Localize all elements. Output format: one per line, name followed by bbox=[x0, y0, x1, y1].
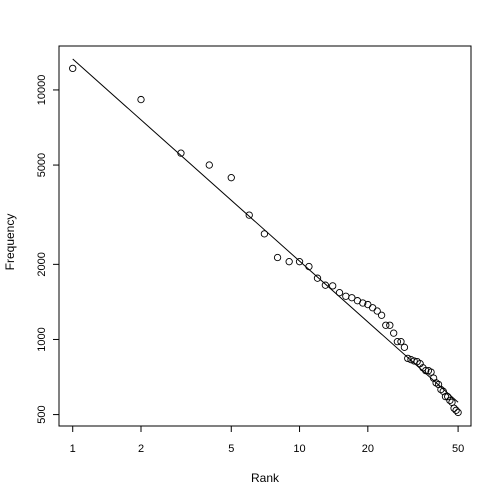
data-point bbox=[359, 299, 367, 307]
x-axis: 1 2 5 10 20 50 bbox=[70, 426, 464, 455]
plot-frame bbox=[58, 45, 472, 427]
x-tick-label: 2 bbox=[138, 443, 144, 455]
data-point bbox=[393, 338, 402, 346]
y-tick-label: 2000 bbox=[36, 252, 48, 276]
data-point bbox=[446, 396, 454, 405]
y-tick-label: 500 bbox=[36, 405, 48, 423]
data-point bbox=[410, 357, 418, 365]
data-point bbox=[368, 304, 377, 312]
x-tick-label: 5 bbox=[228, 443, 234, 455]
data-point bbox=[386, 321, 394, 329]
data-point bbox=[273, 253, 282, 262]
data-point bbox=[137, 95, 145, 104]
data-point bbox=[295, 258, 304, 266]
data-point bbox=[321, 281, 330, 289]
x-tick-label: 50 bbox=[452, 443, 464, 455]
data-point bbox=[335, 289, 344, 297]
data-point bbox=[450, 404, 458, 412]
y-tick-label: 1000 bbox=[36, 327, 48, 351]
data-point bbox=[342, 292, 350, 300]
data-point bbox=[377, 311, 386, 319]
data-point bbox=[454, 408, 462, 417]
data-point bbox=[390, 329, 398, 337]
data-point bbox=[227, 174, 235, 182]
data-point bbox=[427, 368, 435, 376]
data-point bbox=[437, 385, 445, 394]
data-point bbox=[382, 321, 390, 329]
data-point bbox=[422, 366, 430, 375]
y-tick-label: 5000 bbox=[36, 153, 48, 177]
data-point bbox=[260, 230, 269, 238]
data-point bbox=[452, 406, 460, 414]
y-tick-label: 10000 bbox=[36, 75, 48, 106]
points-layer bbox=[69, 64, 462, 417]
data-point bbox=[329, 282, 337, 290]
data-point bbox=[400, 343, 409, 351]
x-tick-label: 1 bbox=[70, 443, 76, 455]
data-point bbox=[373, 307, 381, 315]
data-point bbox=[305, 262, 313, 271]
data-point bbox=[444, 392, 452, 401]
data-point bbox=[313, 274, 322, 282]
x-axis-title: Rank bbox=[251, 471, 280, 485]
data-point bbox=[404, 354, 412, 363]
data-point bbox=[69, 64, 77, 73]
data-point bbox=[177, 149, 185, 157]
data-point bbox=[397, 338, 405, 346]
data-point bbox=[205, 161, 213, 169]
y-axis-title: Frequency bbox=[3, 214, 17, 271]
data-point bbox=[285, 258, 293, 266]
y-axis: 500 1000 2000 5000 10000 bbox=[36, 75, 59, 424]
data-point bbox=[441, 392, 450, 401]
data-point bbox=[245, 211, 253, 219]
x-tick-label: 10 bbox=[293, 443, 305, 455]
x-tick-label: 20 bbox=[362, 443, 374, 455]
data-point bbox=[348, 294, 356, 302]
